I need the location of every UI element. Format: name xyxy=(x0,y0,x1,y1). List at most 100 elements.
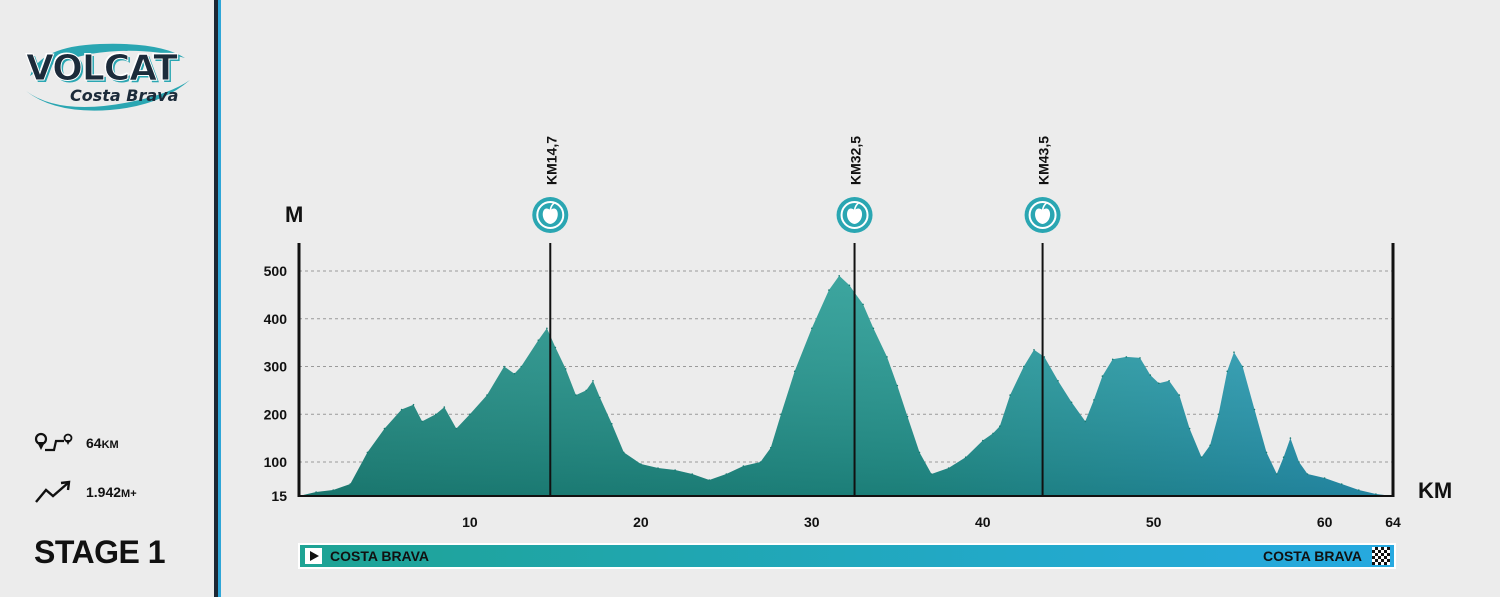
elevation-point xyxy=(828,289,830,291)
elevation-point xyxy=(366,451,369,454)
elevation-point xyxy=(930,473,933,475)
elevation-point xyxy=(999,425,1001,428)
elevation-point xyxy=(691,473,693,475)
stat-elevation: 1.942M+ xyxy=(34,480,137,504)
elevation-point xyxy=(1253,408,1256,411)
elevation-point xyxy=(947,467,950,469)
elevation-point xyxy=(770,446,772,449)
elevation-point xyxy=(811,327,813,330)
x-tick-label: 64 xyxy=(1385,514,1401,530)
elevation-point xyxy=(349,483,352,485)
elevation-point xyxy=(1101,375,1104,377)
elevation-point xyxy=(918,451,921,454)
elevation-point xyxy=(1306,473,1309,475)
elevation-point xyxy=(412,403,415,406)
x-tick-label: 60 xyxy=(1317,514,1333,530)
elevation-point xyxy=(742,465,745,467)
logo-wordmark: VOLCAT xyxy=(26,48,179,90)
elevation-point xyxy=(1033,349,1035,351)
elevation-point xyxy=(1241,365,1244,368)
elevation-point xyxy=(332,489,334,491)
elevation-point xyxy=(383,427,386,430)
elevation-point xyxy=(1057,380,1059,382)
elevation-point xyxy=(455,427,458,430)
elevation-point xyxy=(1289,437,1292,439)
apple-icon xyxy=(532,197,569,233)
x-tick-label: 20 xyxy=(633,514,649,530)
elevation-point xyxy=(708,479,711,481)
elevation-point xyxy=(1226,370,1228,373)
elevation-point xyxy=(1084,420,1087,423)
elevation-point xyxy=(1139,357,1141,359)
elevation-point xyxy=(1276,473,1278,475)
elevation-point xyxy=(469,413,471,416)
y-tick-label: 200 xyxy=(264,406,288,422)
elevation-point xyxy=(906,415,909,418)
x-tick-label: 50 xyxy=(1146,514,1162,530)
feed-zone-label: KM14,7 xyxy=(543,136,559,185)
elevation-point xyxy=(554,346,557,349)
elevation-point xyxy=(486,394,488,396)
elevation-point xyxy=(1093,399,1095,401)
x-tick-label: 30 xyxy=(804,514,820,530)
elevation-point xyxy=(759,461,762,463)
elevation-point xyxy=(896,384,899,387)
sidebar: VOLCAT Costa Brava 64KM 1.942M+ STAGE 1 xyxy=(0,0,214,597)
elevation-point xyxy=(537,339,540,342)
elevation-point xyxy=(611,423,613,425)
elevation-point xyxy=(886,356,888,358)
stage-title: STAGE 1 xyxy=(34,534,166,570)
elevation-point xyxy=(623,451,625,454)
y-tick-label: 15 xyxy=(271,488,287,504)
play-icon xyxy=(305,548,322,564)
elevation-point xyxy=(1233,351,1235,354)
elevation-point xyxy=(1323,477,1326,479)
apple-icon xyxy=(836,197,873,233)
volcat-logo: VOLCAT Costa Brava xyxy=(20,36,195,116)
elevation-point xyxy=(1375,493,1377,495)
elevation-point xyxy=(315,491,317,493)
elevation-gain-icon xyxy=(35,480,71,503)
elevation-point xyxy=(862,303,864,306)
elevation-point xyxy=(443,406,446,408)
elevation-point xyxy=(657,467,659,469)
elevation-point xyxy=(421,420,423,423)
elevation-point xyxy=(400,408,403,411)
axis-labels: 15 100 200 300 400 500 10 20 30 40 50 60 64 M KM xyxy=(264,202,1453,530)
feed-zone-label: KM43,5 xyxy=(1036,136,1052,185)
elevation-point xyxy=(725,473,728,475)
elevation-point xyxy=(1200,456,1203,459)
feed-zone-markers: KM14,7 KM32,5 KM43,5 xyxy=(532,136,1061,496)
elevation-point xyxy=(1178,394,1181,396)
elevation-point xyxy=(1340,483,1343,485)
divider-accent xyxy=(218,0,221,597)
route-icon xyxy=(34,432,73,452)
elevation-point xyxy=(1158,382,1160,385)
elevation-point xyxy=(674,469,676,471)
elevation-point xyxy=(435,413,437,416)
elevation-point xyxy=(1125,356,1128,358)
stat-distance: 64KM xyxy=(34,432,119,454)
elevation-point xyxy=(1111,358,1114,361)
checkered-flag-icon xyxy=(1372,547,1390,565)
divider xyxy=(214,0,218,597)
elevation-point xyxy=(503,365,505,368)
elevation-point xyxy=(1023,365,1025,368)
y-tick-label: 300 xyxy=(264,359,288,375)
elevation-point xyxy=(585,389,587,392)
elevation-point xyxy=(1070,401,1073,404)
distance-value: 64 xyxy=(86,435,102,451)
x-tick-label: 40 xyxy=(975,514,991,530)
elevation-area-shade xyxy=(299,275,1393,496)
elevation-point xyxy=(793,370,796,373)
route-bar: COSTA BRAVA COSTA BRAVA xyxy=(298,543,1396,569)
elevation-point xyxy=(982,439,984,442)
feed-zone-label: KM32,5 xyxy=(848,136,864,185)
elevation-point xyxy=(1298,461,1300,463)
elevation-point xyxy=(592,380,594,382)
distance-unit: KM xyxy=(101,439,119,451)
x-axis-label: KM xyxy=(1418,478,1452,503)
elevation-profile xyxy=(298,275,1394,497)
axes xyxy=(297,243,1395,497)
elevation-point xyxy=(599,396,601,399)
